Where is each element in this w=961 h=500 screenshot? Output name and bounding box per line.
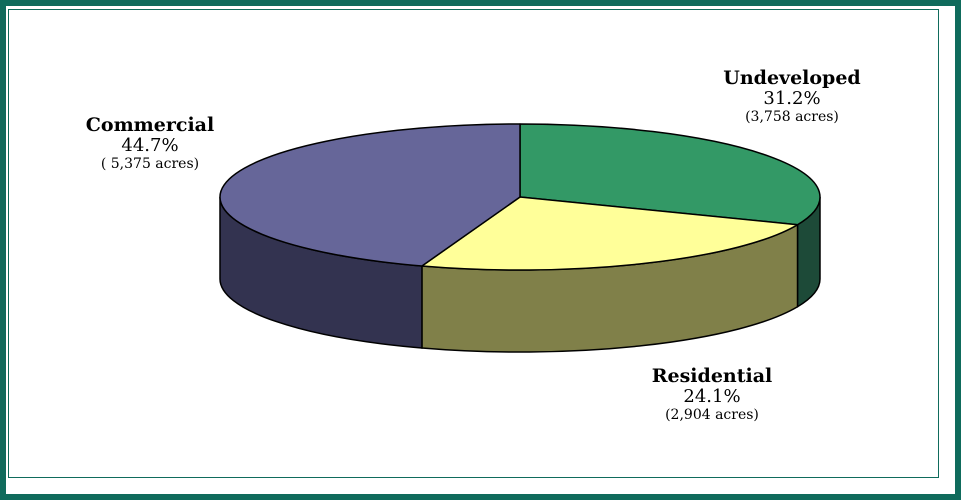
slice-percent-commercial: 44.7% xyxy=(121,134,179,156)
slice-label-residential: Residential 24.1% (2,904 acres) xyxy=(632,366,792,423)
slice-residential xyxy=(421,196,799,271)
slice-acres-commercial: ( 5,375 acres) xyxy=(100,155,200,172)
slice-percent-residential: 24.1% xyxy=(683,385,741,407)
slice-commercial xyxy=(219,123,521,267)
chart-border xyxy=(8,9,939,478)
slice-name-undeveloped: Undeveloped xyxy=(723,67,861,89)
slice-name-commercial: Commercial xyxy=(85,114,215,136)
slice-acres-undeveloped: (3,758 acres) xyxy=(745,108,839,125)
slice-percent-undeveloped: 31.2% xyxy=(763,87,821,109)
slice-name-residential: Residential xyxy=(651,365,773,387)
slice-acres-residential: (2,904 acres) xyxy=(665,406,759,423)
slice-label-commercial: Commercial 44.7% ( 5,375 acres) xyxy=(70,115,230,172)
slice-label-undeveloped: Undeveloped 31.2% (3,758 acres) xyxy=(712,68,872,125)
slice-undeveloped xyxy=(519,123,821,226)
